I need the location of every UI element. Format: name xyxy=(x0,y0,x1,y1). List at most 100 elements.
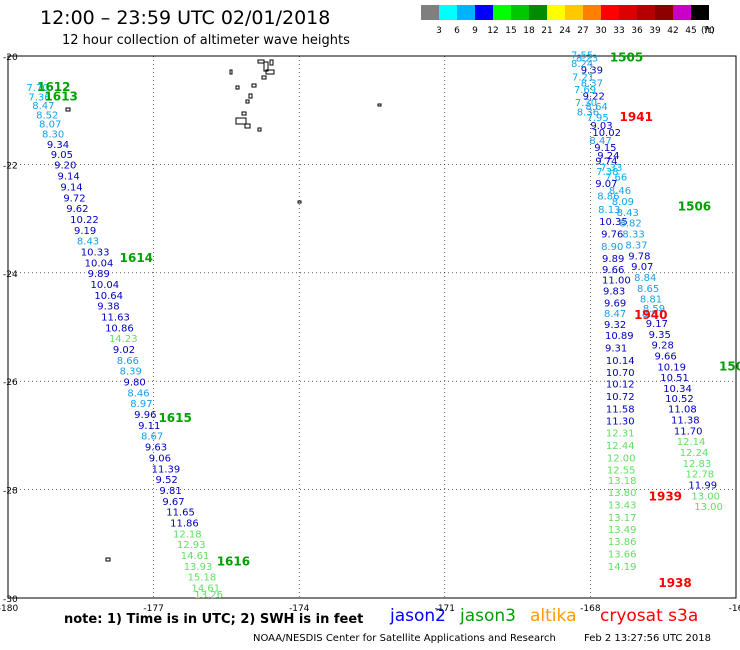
swh-value: 13.00 xyxy=(691,491,720,502)
swh-value: 14.61 xyxy=(181,551,210,562)
island xyxy=(265,69,275,75)
swh-value: 12.44 xyxy=(606,441,635,452)
swh-value: 9.19 xyxy=(74,226,96,237)
island xyxy=(248,93,253,99)
swh-value: 12.31 xyxy=(606,428,635,439)
island xyxy=(297,200,302,204)
swh-value: 9.07 xyxy=(595,179,617,190)
colorbar-label: 42 xyxy=(667,26,679,36)
swh-value: 11.30 xyxy=(606,417,635,428)
swh-value: 9.74 xyxy=(595,156,617,167)
pass-number-label: 1613 xyxy=(44,89,77,103)
page-title: 12:00 – 23:59 UTC 02/01/2018 xyxy=(40,7,331,29)
swh-value: 8.81 xyxy=(640,295,662,306)
colorbar-swatch xyxy=(529,5,547,20)
swh-value: 14.61 xyxy=(191,583,220,594)
swh-value: 9.35 xyxy=(649,330,671,341)
swh-value: 7.38 xyxy=(596,167,618,178)
swh-value: 7.69 xyxy=(574,85,596,96)
swh-value: 7.95 xyxy=(587,113,609,124)
swh-value: 9.22 xyxy=(583,91,605,102)
lat-tick-label: -30 xyxy=(3,595,18,605)
swh-value: 10.12 xyxy=(606,380,635,391)
swh-value: 13.49 xyxy=(608,525,637,536)
swh-value: 12.24 xyxy=(680,448,709,459)
swh-value: 8.84 xyxy=(634,273,656,284)
colorbar-swatch xyxy=(655,5,673,20)
swh-value: 8.43 xyxy=(617,208,639,219)
swh-value: 9.96 xyxy=(134,410,156,421)
swh-value: 7.30 xyxy=(575,98,597,109)
swh-value: 9.02 xyxy=(113,345,135,356)
swh-value: 12.55 xyxy=(607,465,636,476)
swh-value: 10.64 xyxy=(94,291,123,302)
island xyxy=(229,69,233,75)
swh-value: 9.62 xyxy=(66,204,88,215)
swh-value: 13.26 xyxy=(194,590,223,601)
pass-number-label: 1506 xyxy=(678,199,711,213)
swh-value: 12.78 xyxy=(686,470,715,481)
island xyxy=(377,103,382,107)
swh-value: 7.36 xyxy=(28,92,50,103)
swh-value: 8.87 xyxy=(642,309,664,320)
swh-value: 9.66 xyxy=(654,352,676,363)
swh-value: 8.36 xyxy=(577,108,599,119)
legend-jason3: jason3 xyxy=(460,606,516,626)
swh-value: 9.11 xyxy=(138,421,160,432)
swh-value: 8.47 xyxy=(32,101,54,112)
colorbar-swatch xyxy=(457,5,475,20)
swh-value: 12.14 xyxy=(677,437,706,448)
swh-value: 11.63 xyxy=(101,312,130,323)
swh-value: 7.70 xyxy=(26,83,48,94)
swh-value: 9.07 xyxy=(631,262,653,273)
lon-tick-label: -174 xyxy=(289,604,310,614)
colorbar-label: 45 xyxy=(685,26,697,36)
swh-value: 8.46 xyxy=(127,388,149,399)
colorbar-label: 27 xyxy=(577,26,589,36)
island xyxy=(257,127,262,132)
colorbar-swatch xyxy=(637,5,655,20)
swh-value: 12.83 xyxy=(683,459,712,470)
lat-tick-label: -26 xyxy=(3,378,18,388)
island xyxy=(235,117,247,125)
swh-value: 13.86 xyxy=(608,537,637,548)
swh-value: 9.28 xyxy=(652,341,674,352)
swh-value: 10.86 xyxy=(105,323,134,334)
swh-value: 11.58 xyxy=(606,405,635,416)
colorbar-label: 9 xyxy=(472,26,478,36)
colorbar-label: 70 xyxy=(703,26,715,36)
island xyxy=(269,59,274,66)
colorbar-label: 6 xyxy=(454,26,460,36)
swh-value: 9.34 xyxy=(47,140,69,151)
swh-value: 13.17 xyxy=(608,513,637,524)
swh-value: 8.33 xyxy=(622,230,644,241)
lon-tick-label: -168 xyxy=(580,604,601,614)
colorbar-label: 3 xyxy=(436,26,442,36)
colorbar-label: 12 xyxy=(487,26,499,36)
island xyxy=(241,111,247,116)
colorbar-swatch xyxy=(547,5,565,20)
legend-altika: altika xyxy=(530,606,577,626)
footnote: note: 1) Time is in UTC; 2) SWH is in fe… xyxy=(64,612,364,627)
swh-value: 10.22 xyxy=(70,215,99,226)
colorbar-label: 18 xyxy=(523,26,535,36)
swh-value: 12.93 xyxy=(177,540,206,551)
pass-number-label: 1612 xyxy=(37,80,70,94)
swh-value: 9.63 xyxy=(145,443,167,454)
lon-tick-label: -171 xyxy=(435,604,455,614)
pass-number-label: 1507 xyxy=(719,359,740,373)
swh-value: 10.34 xyxy=(663,384,692,395)
swh-value: 9.14 xyxy=(58,172,80,183)
lat-tick-label: -24 xyxy=(3,270,18,280)
swh-value: 15.18 xyxy=(188,573,217,584)
credit-line: NOAA/NESDIS Center for Satellite Applica… xyxy=(253,633,556,644)
swh-value: 9.81 xyxy=(159,486,181,497)
swh-value: 9.24 xyxy=(597,151,619,162)
swh-value: 9.76 xyxy=(601,230,623,241)
colorbar-label: 24 xyxy=(559,26,571,36)
colorbar-swatch xyxy=(475,5,493,20)
pass-number-label: 1941 xyxy=(620,110,653,124)
lon-tick-label: -16 xyxy=(729,604,740,614)
swh-value: 13.43 xyxy=(608,501,637,512)
swh-value: 13.00 xyxy=(694,502,723,513)
